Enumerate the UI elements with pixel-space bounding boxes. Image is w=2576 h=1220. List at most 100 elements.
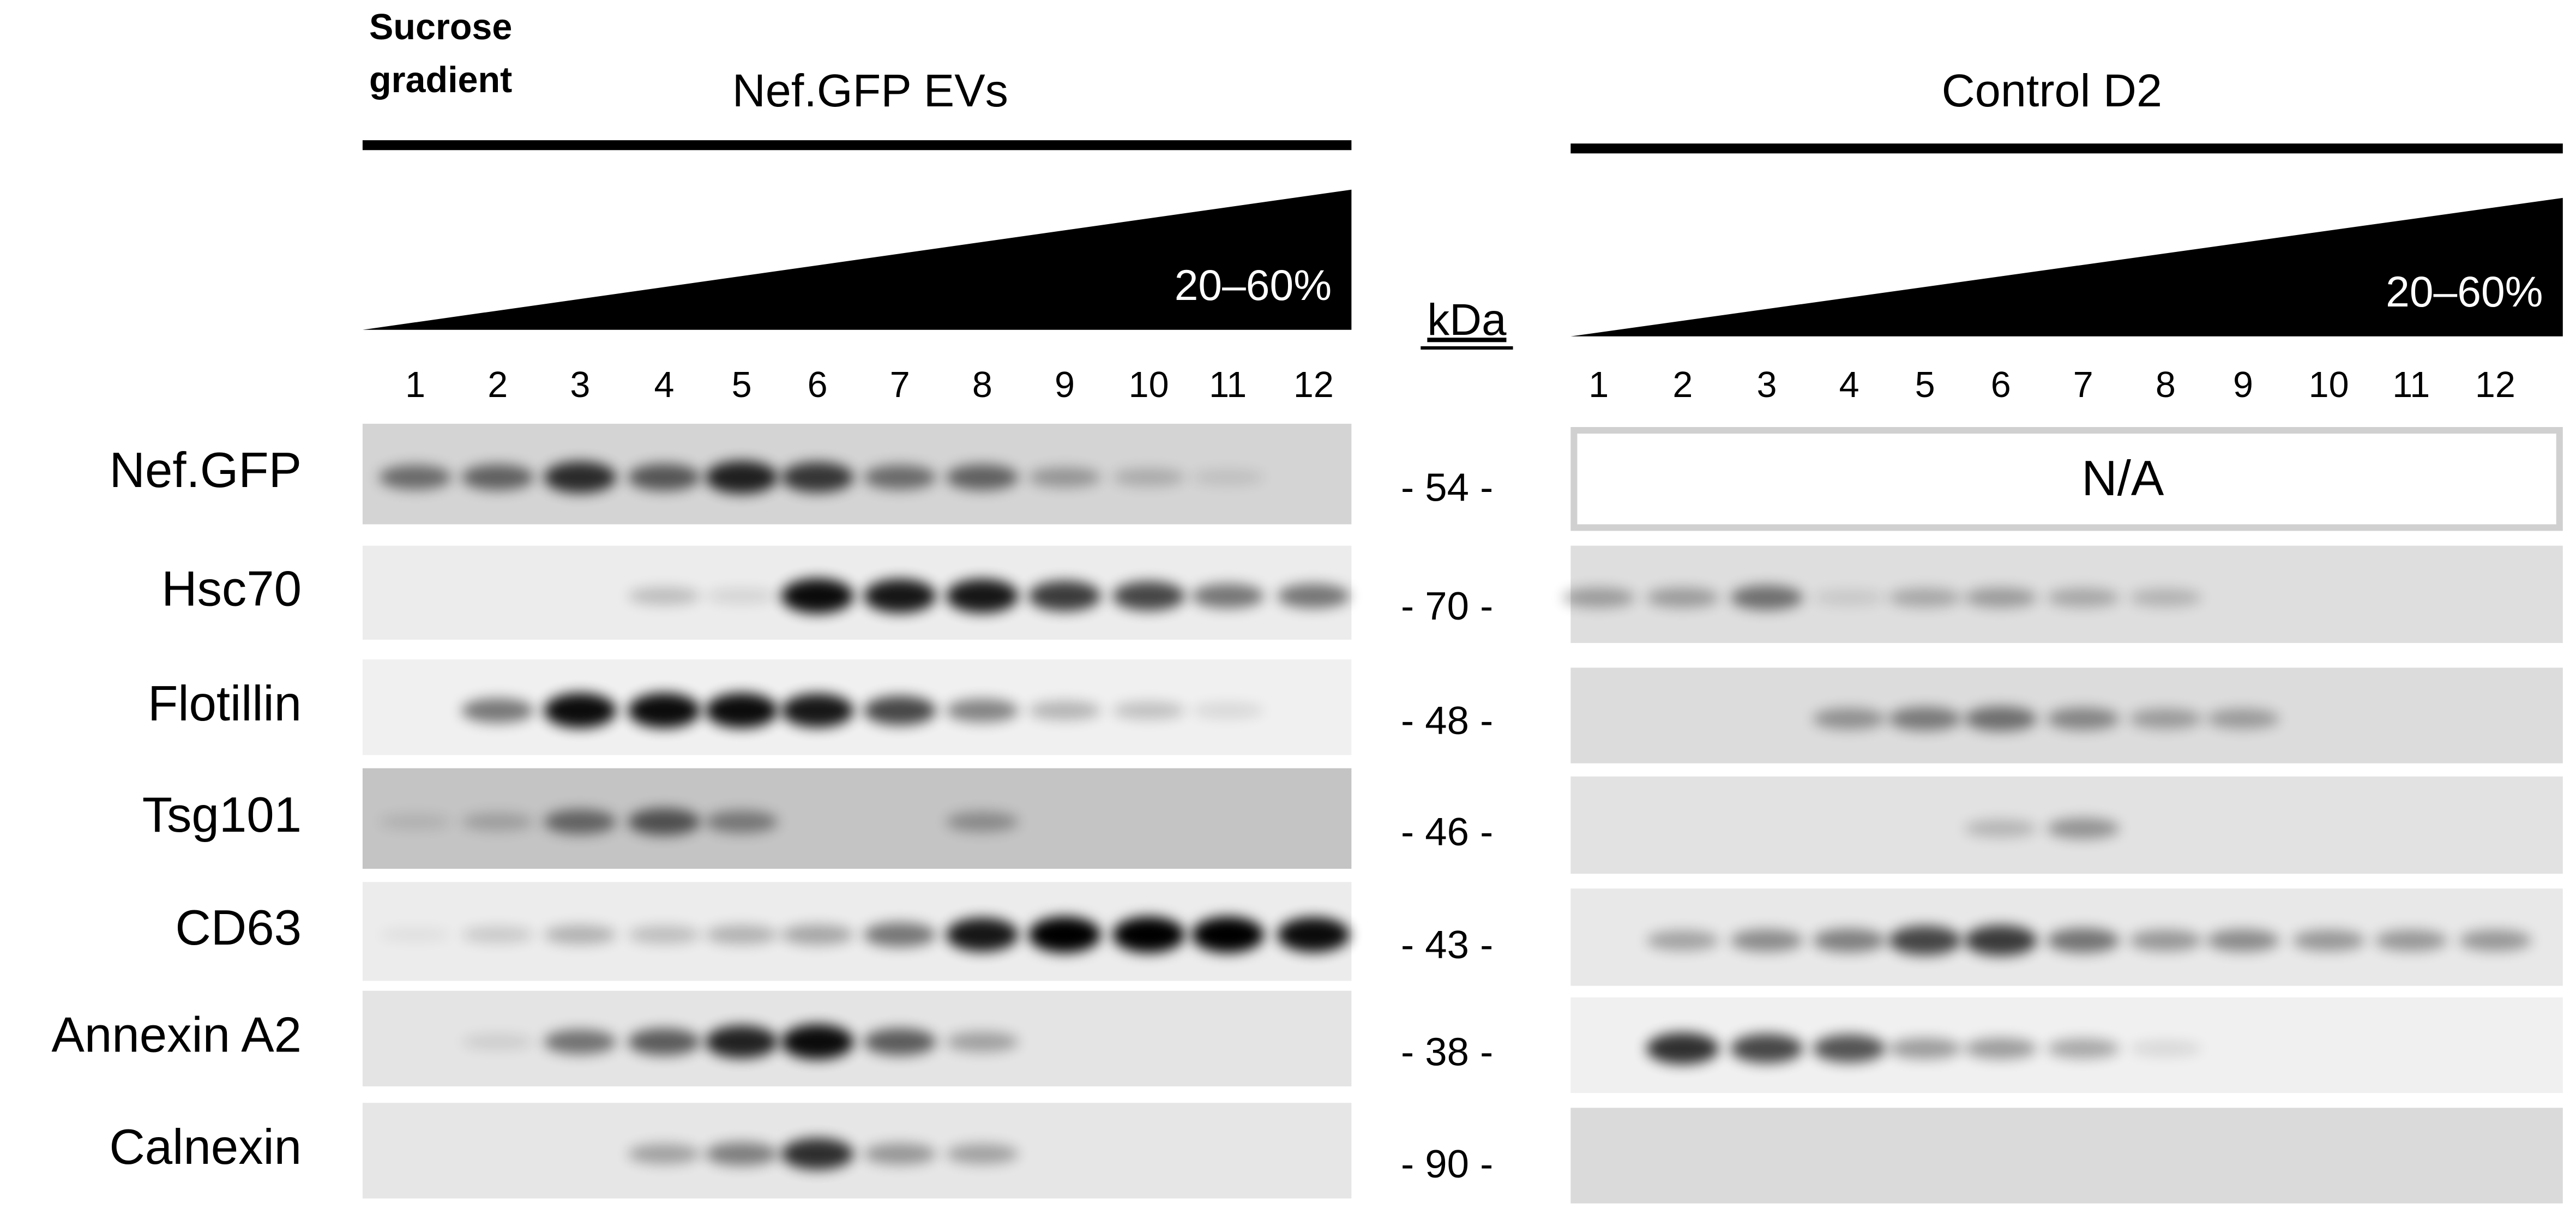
lane-number: 1 <box>405 365 425 405</box>
band <box>1191 469 1265 485</box>
band <box>1028 580 1101 611</box>
band <box>2206 708 2279 729</box>
band <box>1813 1034 1886 1063</box>
band <box>1888 1037 1961 1059</box>
band <box>1028 467 1101 488</box>
band <box>2129 1041 2202 1056</box>
band <box>544 693 617 729</box>
protein-label: CD63 <box>175 900 302 955</box>
lane-number: 9 <box>2233 365 2253 405</box>
band <box>863 922 936 947</box>
band <box>1277 584 1350 609</box>
band <box>781 693 854 728</box>
lane-number: 11 <box>1209 365 1247 405</box>
band <box>863 465 936 490</box>
band <box>2047 1038 2120 1059</box>
lane-number: 6 <box>808 365 828 405</box>
band <box>544 925 617 945</box>
band <box>2206 929 2279 952</box>
band <box>946 699 1019 723</box>
band <box>1112 581 1185 611</box>
panel-rule <box>1570 143 2563 154</box>
sucrose-label: gradient <box>369 60 512 100</box>
lane-number: 6 <box>1991 365 2011 405</box>
band <box>1888 588 1961 608</box>
band <box>705 693 778 729</box>
band <box>1191 702 1265 719</box>
lane-number: 11 <box>2392 365 2430 405</box>
lane-number: 3 <box>1757 365 1777 405</box>
band <box>946 812 1019 832</box>
band <box>1112 701 1185 720</box>
band <box>628 1144 701 1164</box>
blot <box>362 1103 1352 1199</box>
band <box>461 926 534 943</box>
band <box>1277 917 1350 953</box>
band <box>2459 929 2532 951</box>
band <box>461 464 534 490</box>
band <box>705 1142 778 1166</box>
band <box>1813 928 1886 953</box>
lane-number: 7 <box>890 365 910 405</box>
band <box>1028 916 1101 953</box>
band <box>705 925 778 945</box>
sucrose-label: Sucrose <box>369 7 512 47</box>
band <box>705 1025 778 1059</box>
band <box>705 588 778 604</box>
band <box>461 813 534 831</box>
protein-label: Flotillin <box>148 676 302 731</box>
band <box>2047 588 2120 608</box>
lane-number: 5 <box>732 365 752 405</box>
lane-number: 1 <box>1588 365 1609 405</box>
band <box>946 917 1019 952</box>
kda-marker: - 90 - <box>1401 1142 1493 1186</box>
band <box>781 1024 854 1060</box>
gradient-wedge <box>362 189 1352 330</box>
panel-rule <box>362 140 1352 151</box>
band <box>628 808 701 836</box>
band <box>781 924 854 945</box>
band <box>1964 706 2037 731</box>
band <box>1730 585 1803 610</box>
band <box>1191 916 1265 953</box>
band <box>1888 707 1961 731</box>
protein-label: Annexin A2 <box>51 1007 302 1062</box>
kda-marker: - 43 - <box>1401 923 1493 967</box>
band <box>1730 1033 1803 1063</box>
band <box>2129 708 2202 729</box>
band <box>1964 819 2037 838</box>
band <box>2047 928 2120 953</box>
kda-label: kDa <box>1427 295 1507 345</box>
band <box>628 925 701 944</box>
lane-number: 4 <box>1839 365 1859 405</box>
band <box>781 1138 854 1170</box>
band <box>781 462 854 493</box>
lane-number: 12 <box>1293 365 1334 405</box>
band <box>946 464 1019 490</box>
band <box>863 695 936 725</box>
band <box>379 814 452 830</box>
band <box>1813 590 1886 606</box>
band <box>1888 925 1961 955</box>
band <box>863 1143 936 1165</box>
band <box>1562 587 1635 608</box>
band <box>1112 468 1185 486</box>
band <box>705 461 778 494</box>
band <box>1112 916 1185 953</box>
band <box>379 465 452 490</box>
blot <box>362 545 1352 640</box>
blot <box>1570 1108 2563 1204</box>
gradient-label: 20–60% <box>2386 268 2543 316</box>
missing-label: N/A <box>2081 451 2164 506</box>
band <box>1964 925 2037 956</box>
protein-label: Hsc70 <box>161 562 302 617</box>
band <box>628 1028 701 1056</box>
band <box>946 1031 1019 1052</box>
lane-number: 10 <box>2309 365 2349 405</box>
band <box>1191 584 1265 609</box>
lane-number: 8 <box>2156 365 2176 405</box>
kda-marker: - 46 - <box>1401 810 1493 854</box>
panel-title: Control D2 <box>1942 64 2162 116</box>
lane-number: 2 <box>1672 365 1693 405</box>
